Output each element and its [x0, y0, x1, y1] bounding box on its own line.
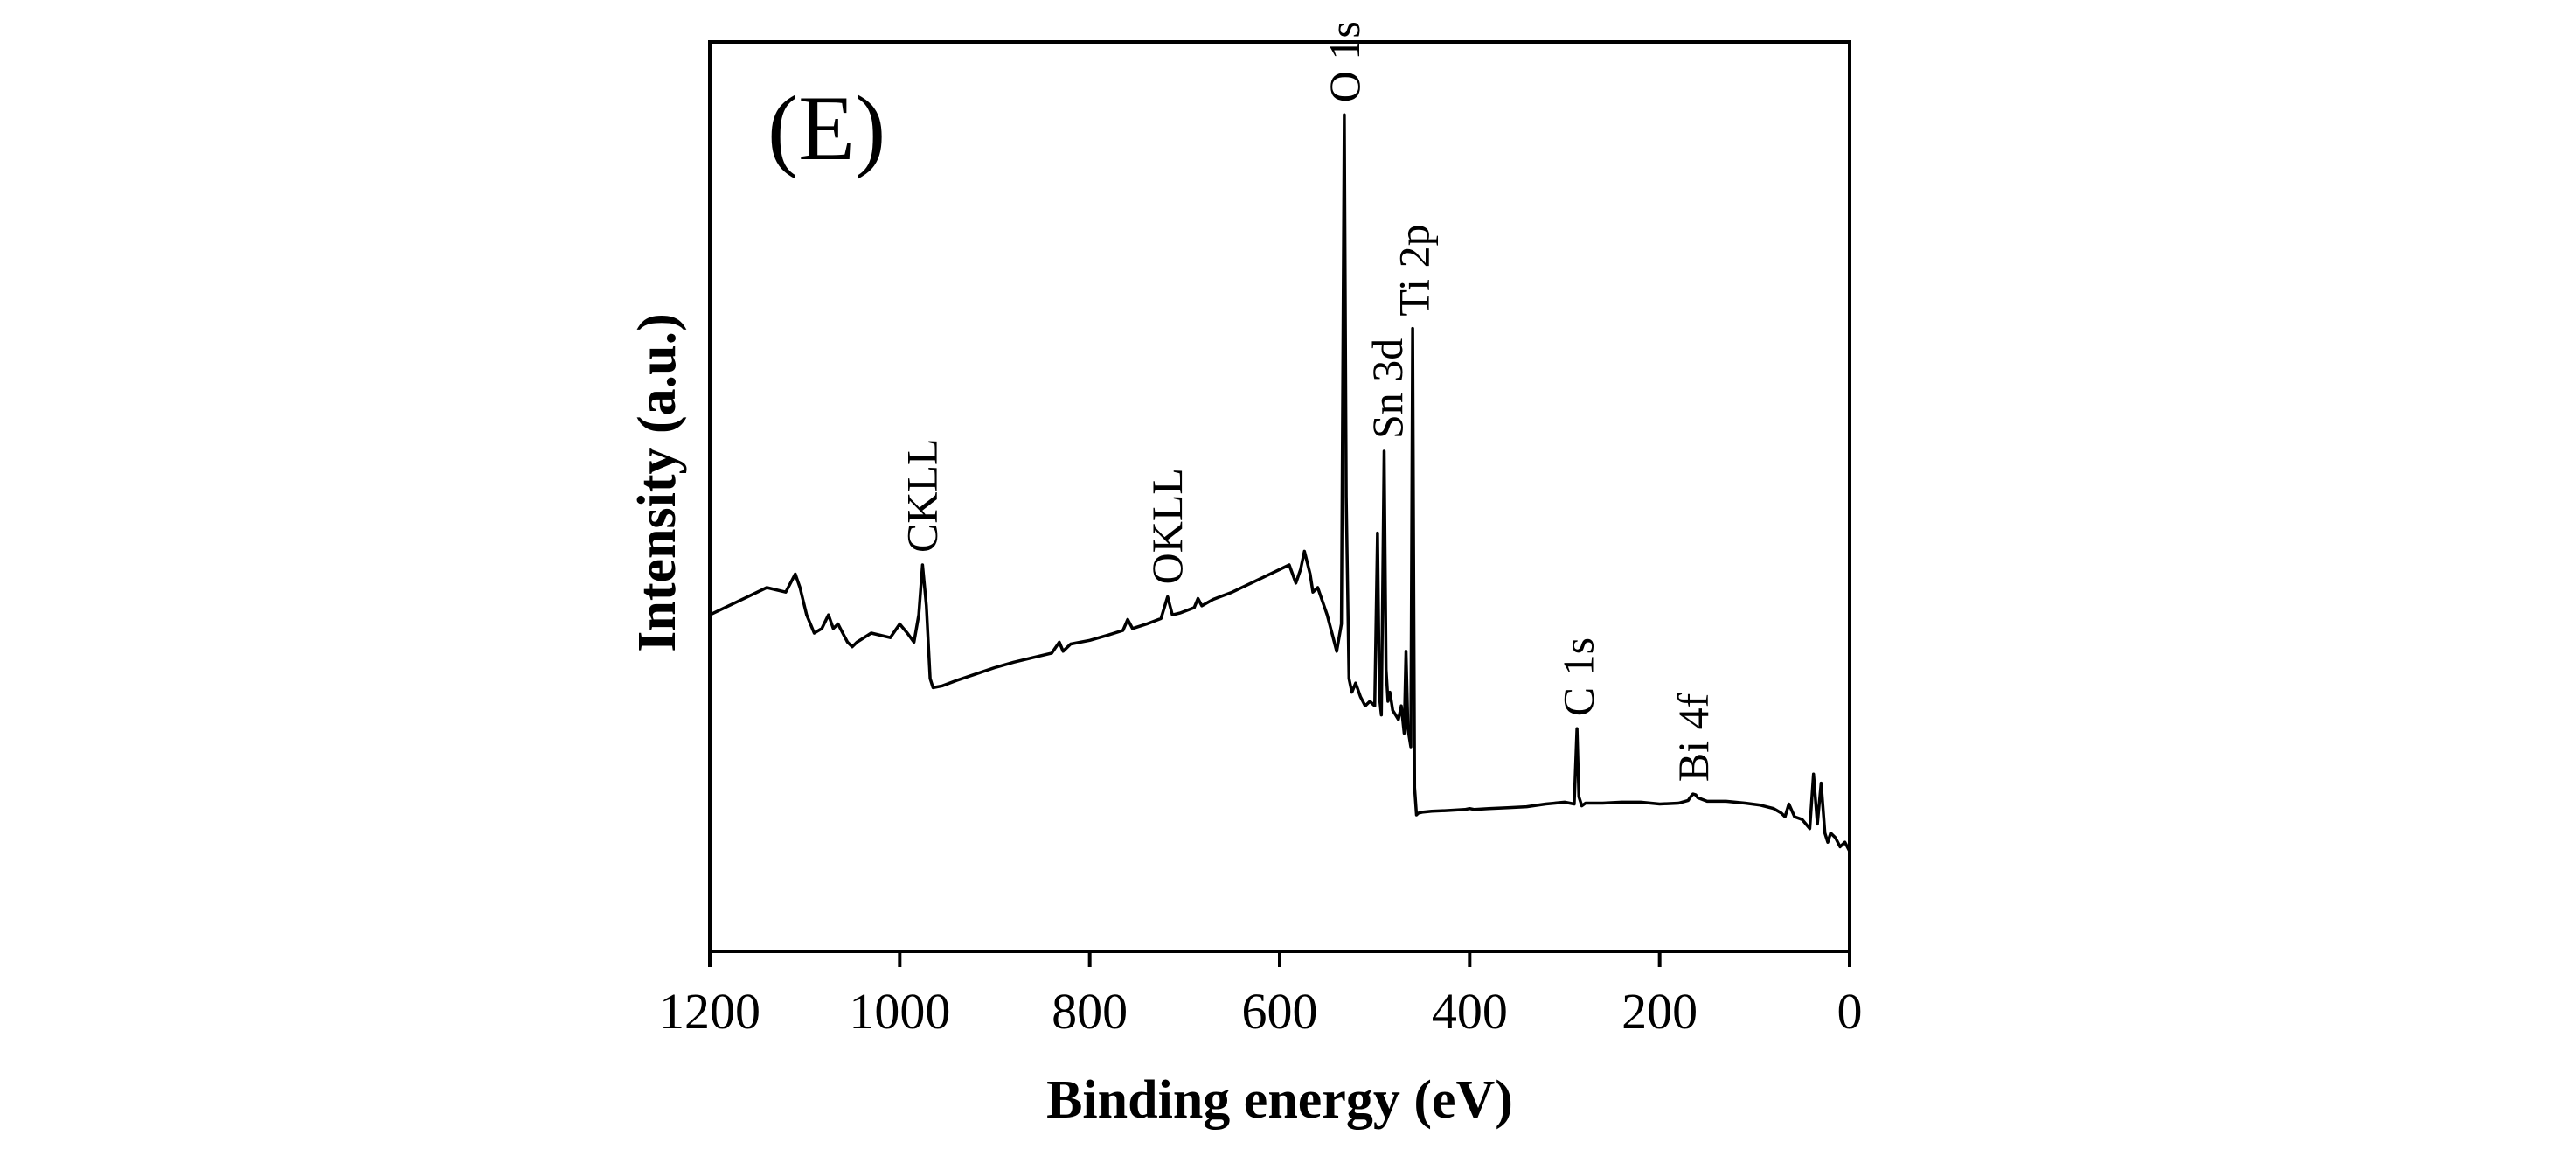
panel-label: (E): [767, 77, 885, 179]
peak-label: CKLL: [897, 438, 946, 553]
peak-label: OKLL: [1142, 468, 1191, 584]
x-tick-label: 400: [1432, 983, 1508, 1040]
x-tick-label: 200: [1621, 983, 1698, 1040]
x-ticks: [708, 951, 1851, 967]
peak-label: Ti 2p: [1389, 224, 1438, 316]
x-tick-label: 600: [1242, 983, 1318, 1040]
y-axis-title: Intensity (a.u.): [628, 313, 687, 652]
x-tick-labels: 1200 1000 800 600 400 200 0: [659, 983, 1863, 1040]
peak-label: Bi 4f: [1669, 693, 1718, 782]
x-tick-label: 800: [1052, 983, 1128, 1040]
x-tick-label: 1000: [849, 983, 950, 1040]
peak-label: Sn 3d: [1363, 338, 1412, 439]
spectrum-line: [709, 113, 1851, 853]
peak-annotations: O 1s Ti 2p Sn 3d CKLL OKLL C 1s Bi 4f: [897, 21, 1717, 782]
peak-label: O 1s: [1320, 21, 1369, 102]
peak-label: C 1s: [1553, 637, 1602, 716]
x-axis-title: Binding energy (eV): [1046, 1070, 1513, 1130]
x-tick-label: 1200: [659, 983, 760, 1040]
x-tick-label: 0: [1837, 983, 1863, 1040]
